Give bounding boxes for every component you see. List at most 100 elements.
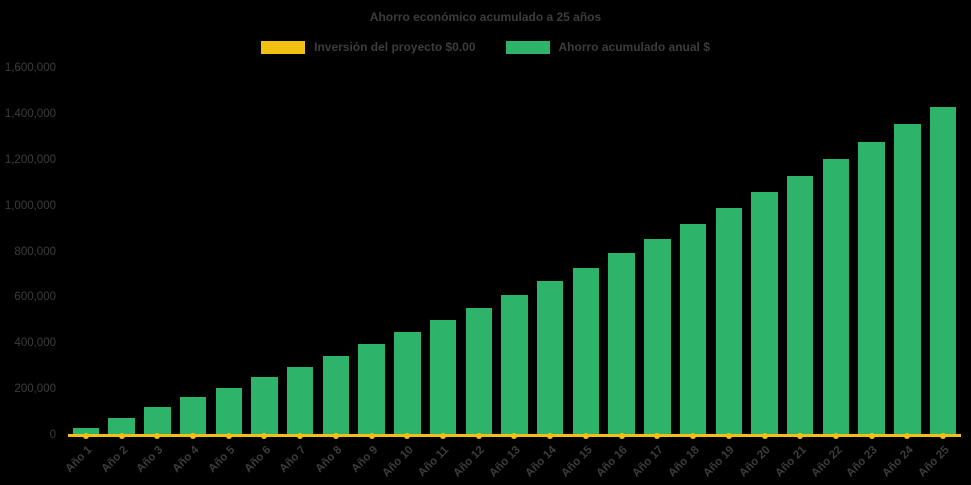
investment-point [82,433,89,439]
x-axis-label: Año 3 [134,444,166,476]
x-axis-label: Año 23 [844,444,881,480]
bar-año-14[interactable] [536,281,564,435]
investment-point [654,433,661,439]
bar-slot: Año 17 [630,68,676,480]
bar-slot: Año 25 [916,68,961,480]
investment-point [154,433,161,439]
investment-point [404,433,411,439]
x-axis-label: Año 2 [98,444,131,476]
bar-slot: Año 18 [666,68,711,480]
investment-point [797,433,804,439]
legend-item-savings[interactable]: Ahorro acumulado anual $ [505,40,710,54]
x-axis-label: Año 8 [313,444,345,476]
legend-item-investment[interactable]: Inversión del proyecto $0.00 [261,40,476,54]
x-axis-label: Año 12 [451,444,488,480]
investment-point [332,433,339,439]
investment-point [368,433,375,439]
investment-point [904,433,911,439]
bar-año-21[interactable] [787,176,814,435]
x-axis-label: Año 5 [206,444,238,476]
y-axis-label: 1,200,000 [4,153,56,166]
chart-title: Ahorro económico acumulado a 25 años [369,10,602,24]
y-axis-label: 600,000 [14,291,56,304]
bar-slot: Año 12 [452,68,497,480]
bar-slot: Año 24 [880,68,926,480]
investment-point [690,433,697,439]
bar-slot: Año 11 [416,68,461,479]
y-axis-label: 1,400,000 [4,107,56,120]
bar-año-17[interactable] [644,238,671,435]
bar-slot: Año 23 [845,68,890,480]
x-axis-label: Año 11 [416,444,452,480]
investment-swatch [261,40,306,54]
x-axis-label: Año 22 [808,444,845,480]
bar-año-1[interactable] [72,428,100,435]
bar-slot: Año 20 [737,68,783,480]
x-axis-label: Año 19 [701,444,738,480]
x-axis-label: Año 20 [737,444,774,480]
bar-slot: Año 6 [242,68,283,475]
bar-año-16[interactable] [608,253,635,435]
x-axis-label: Año 24 [880,444,916,480]
investment-point [440,433,447,439]
investment-point [475,433,482,439]
bar-año-6[interactable] [251,377,278,435]
bar-slot: Año 19 [702,68,747,480]
bar-slot: Año 8 [313,68,354,475]
bar-año-13[interactable] [501,294,528,435]
legend: Inversión del proyecto $0.00 Ahorro acum… [0,40,971,54]
y-axis-labels: 0 200,000 400,000 600,000 800,000 1,000,000 1,… [0,62,60,441]
bar-año-22[interactable] [822,159,850,435]
bar-año-4[interactable] [179,397,207,435]
y-axis-label: 800,000 [14,245,56,258]
bar-año-8[interactable] [322,355,350,435]
investment-point [547,433,554,439]
bar-año-19[interactable] [715,208,742,435]
bar-año-11[interactable] [429,320,457,435]
bar-slot: Año 14 [523,68,568,480]
bar-año-10[interactable] [394,332,421,435]
investment-point [225,433,232,439]
bar-slot: Año 3 [135,68,175,475]
bar-año-7[interactable] [286,366,314,435]
x-axis-label: Año 10 [380,444,416,480]
investment-point [832,433,839,439]
bar-slot: Año 2 [99,68,140,475]
bar-año-23[interactable] [858,142,885,435]
investment-point [582,433,589,439]
bar-año-18[interactable] [679,223,707,435]
bar-año-24[interactable] [894,124,921,435]
bar-año-12[interactable] [465,307,492,435]
bar-año-25[interactable] [929,106,957,435]
bar-slot: Año 10 [380,68,425,480]
bar-año-2[interactable] [108,417,135,435]
investment-point [725,433,732,439]
x-axis-label: Año 25 [915,444,952,480]
bar-año-15[interactable] [572,267,600,435]
plot-area: Año 1 Año 2 Año 3 Año 4 Año 5 Año 6 Año 7 Año 8… [63,68,961,480]
x-axis-label: Año 1 [63,444,95,476]
y-axis-label: 1,000,000 [4,199,56,212]
investment-point [118,433,125,439]
x-axis-label: Año 13 [487,444,523,480]
x-axis-label: Año 4 [170,444,202,476]
y-axis-label: 0 [49,429,56,441]
x-axis-label: Año 14 [523,444,559,480]
investment-point [261,433,268,439]
investment-point [511,433,518,439]
bar-slot: Año 1 [63,68,104,475]
bar-año-5[interactable] [215,387,242,435]
x-axis-label: Año 18 [665,444,702,480]
bar-slot: Año 22 [809,68,854,480]
bar-slot: Año 9 [349,68,390,475]
bar-slot: Año 4 [170,68,211,475]
x-axis-label: Año 21 [773,444,809,480]
bar-slot: Año 15 [559,68,604,480]
bar-año-20[interactable] [751,192,778,435]
bar-slot: Año 16 [595,68,640,480]
bar-año-3[interactable] [144,407,171,435]
bar-año-9[interactable] [358,344,385,435]
y-axis-label: 200,000 [14,383,56,396]
investment-point [297,433,304,439]
